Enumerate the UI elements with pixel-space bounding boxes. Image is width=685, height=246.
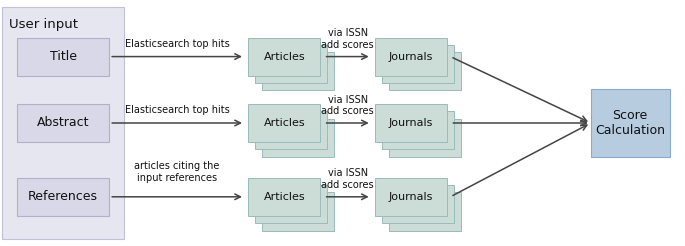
Text: Articles: Articles xyxy=(264,52,305,62)
FancyBboxPatch shape xyxy=(590,89,669,157)
FancyBboxPatch shape xyxy=(16,37,110,76)
Text: articles citing the
input references: articles citing the input references xyxy=(134,161,220,183)
FancyBboxPatch shape xyxy=(262,52,334,90)
FancyBboxPatch shape xyxy=(16,104,110,142)
Text: Title: Title xyxy=(49,50,77,63)
FancyBboxPatch shape xyxy=(389,119,460,157)
Text: Elasticsearch top hits: Elasticsearch top hits xyxy=(125,39,229,49)
FancyBboxPatch shape xyxy=(248,104,320,142)
FancyBboxPatch shape xyxy=(382,45,453,83)
FancyBboxPatch shape xyxy=(375,37,447,76)
FancyBboxPatch shape xyxy=(255,111,327,149)
Text: Elasticsearch top hits: Elasticsearch top hits xyxy=(125,105,229,115)
FancyBboxPatch shape xyxy=(16,178,110,216)
FancyBboxPatch shape xyxy=(382,111,453,149)
FancyBboxPatch shape xyxy=(2,7,124,239)
FancyBboxPatch shape xyxy=(248,178,320,216)
Text: Score
Calculation: Score Calculation xyxy=(595,109,665,137)
FancyBboxPatch shape xyxy=(375,104,447,142)
Text: References: References xyxy=(28,190,98,203)
FancyBboxPatch shape xyxy=(389,52,460,90)
Text: Journals: Journals xyxy=(389,52,433,62)
FancyBboxPatch shape xyxy=(375,178,447,216)
FancyBboxPatch shape xyxy=(262,192,334,231)
Text: via ISSN
add scores: via ISSN add scores xyxy=(321,94,374,116)
Text: Journals: Journals xyxy=(389,192,433,202)
Text: via ISSN
add scores: via ISSN add scores xyxy=(321,28,374,50)
Text: Articles: Articles xyxy=(264,192,305,202)
FancyBboxPatch shape xyxy=(262,119,334,157)
Text: via ISSN
add scores: via ISSN add scores xyxy=(321,168,374,190)
FancyBboxPatch shape xyxy=(248,37,320,76)
Text: User input: User input xyxy=(9,18,78,31)
FancyBboxPatch shape xyxy=(255,45,327,83)
Text: Articles: Articles xyxy=(264,118,305,128)
Text: Journals: Journals xyxy=(389,118,433,128)
Text: Abstract: Abstract xyxy=(37,117,89,129)
FancyBboxPatch shape xyxy=(382,185,453,223)
FancyBboxPatch shape xyxy=(255,185,327,223)
FancyBboxPatch shape xyxy=(389,192,460,231)
